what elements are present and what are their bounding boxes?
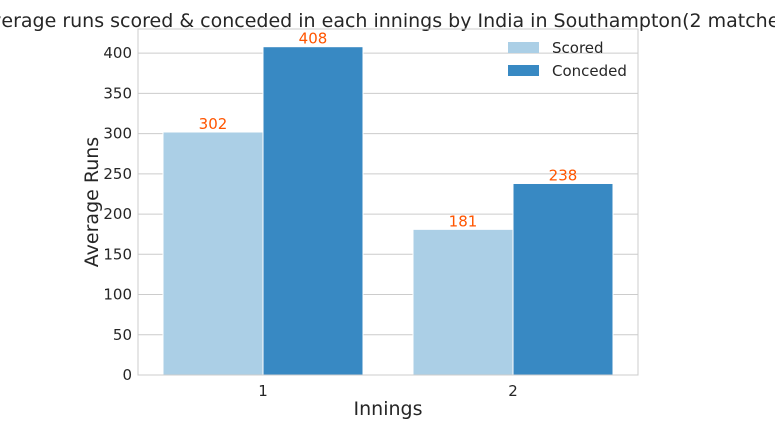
legend-label-conceded: Conceded [552,62,627,80]
y-tick-label: 400 [103,44,132,62]
data-label: 408 [299,30,328,48]
y-tick-label: 150 [103,245,132,263]
y-axis-ticks: 0 50 100 150 200 250 300 350 400 [103,44,132,384]
data-label: 302 [199,115,228,133]
bar-scored-2 [412,228,514,376]
y-axis-label: Average Runs [81,137,103,267]
data-label: 181 [449,212,478,230]
y-tick-label: 0 [122,366,132,384]
y-tick-label: 250 [103,165,132,183]
y-tick-label: 200 [103,205,132,223]
plot-frame [137,28,639,376]
x-tick-label: 2 [508,382,518,400]
chart-title: Average runs scored & conceded in each i… [0,10,775,32]
legend: Scored Conceded [508,39,627,80]
y-tick-label: 350 [103,84,132,102]
y-tick-label: 50 [113,326,132,344]
x-axis-label: Innings [354,398,423,420]
data-labels: 302 408 181 238 [199,30,578,231]
y-tick-label: 100 [103,286,132,304]
data-label: 238 [549,166,578,184]
bars [162,46,614,376]
legend-label-scored: Scored [552,39,604,57]
x-tick-label: 1 [258,382,268,400]
bar-scored-1 [162,131,264,376]
bar-conceded-1 [262,46,364,376]
y-tick-label: 300 [103,125,132,143]
legend-swatch-conceded [508,65,539,76]
legend-swatch-scored [508,42,539,53]
bar-conceded-2 [512,182,614,376]
